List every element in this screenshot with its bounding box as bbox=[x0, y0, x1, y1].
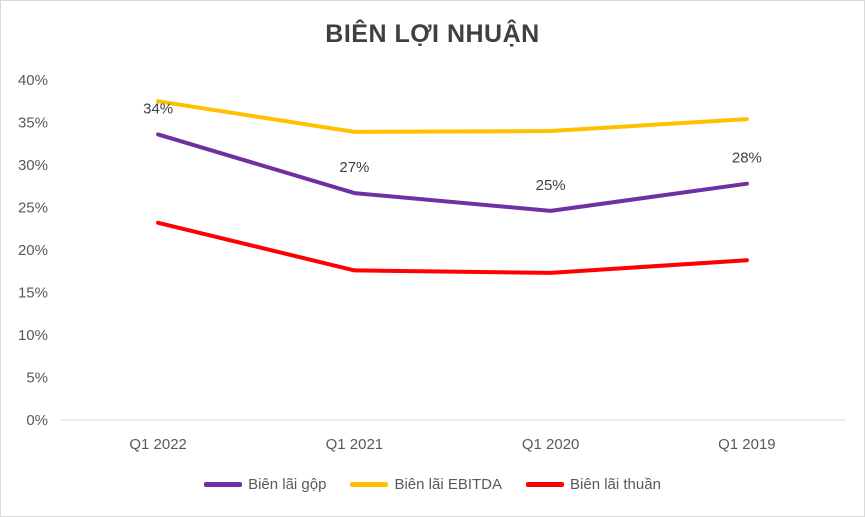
y-tick-label: 5% bbox=[26, 370, 48, 387]
y-tick-label: 10% bbox=[18, 327, 48, 344]
chart-title: BIÊN LỢI NHUẬN bbox=[325, 20, 540, 48]
y-tick-label: 20% bbox=[18, 242, 48, 259]
series-line-2 bbox=[156, 220, 749, 275]
legend-label-bien-lai-thuan: Biên lãi thuần bbox=[570, 476, 661, 493]
y-tick-label: 0% bbox=[26, 412, 48, 429]
legend-swatch-bien-lai-ebitda bbox=[350, 482, 389, 487]
data-label: 28% bbox=[732, 150, 762, 167]
y-tick-label: 40% bbox=[18, 72, 48, 89]
series-line-0 bbox=[156, 132, 749, 213]
data-label: 27% bbox=[339, 159, 369, 176]
x-tick-label: Q1 2022 bbox=[129, 436, 187, 453]
x-tick-label: Q1 2021 bbox=[326, 436, 384, 453]
series-lines bbox=[156, 99, 749, 275]
x-tick-label: Q1 2019 bbox=[718, 436, 776, 453]
legend-item-bien-lai-ebitda: Biên lãi EBITDA bbox=[350, 476, 502, 493]
legend-swatch-bien-lai-thuan bbox=[526, 482, 565, 487]
legend-item-bien-lai-gop: Biên lãi gộp bbox=[204, 476, 326, 493]
data-label: 34% bbox=[143, 100, 173, 117]
legend-item-bien-lai-thuan: Biên lãi thuần bbox=[526, 476, 661, 493]
legend: Biên lãi gộp Biên lãi EBITDA Biên lãi th… bbox=[0, 476, 865, 493]
legend-label-bien-lai-gop: Biên lãi gộp bbox=[248, 476, 327, 493]
y-tick-label: 25% bbox=[18, 200, 48, 217]
legend-label-bien-lai-ebitda: Biên lãi EBITDA bbox=[394, 476, 503, 493]
y-tick-label: 35% bbox=[18, 115, 48, 132]
series-line-1 bbox=[156, 99, 749, 134]
data-label: 25% bbox=[536, 177, 566, 194]
data-labels: 34% 27% 25% 28% bbox=[143, 100, 762, 193]
y-tick-label: 15% bbox=[18, 285, 48, 302]
y-tick-label: 30% bbox=[18, 157, 48, 174]
legend-swatch-bien-lai-gop bbox=[204, 482, 243, 487]
x-axis-ticks: Q1 2022 Q1 2021 Q1 2020 Q1 2019 bbox=[129, 436, 775, 453]
y-axis-ticks: 0% 5% 10% 15% 20% 25% 30% 35% 40% bbox=[18, 72, 48, 429]
x-tick-label: Q1 2020 bbox=[522, 436, 580, 453]
